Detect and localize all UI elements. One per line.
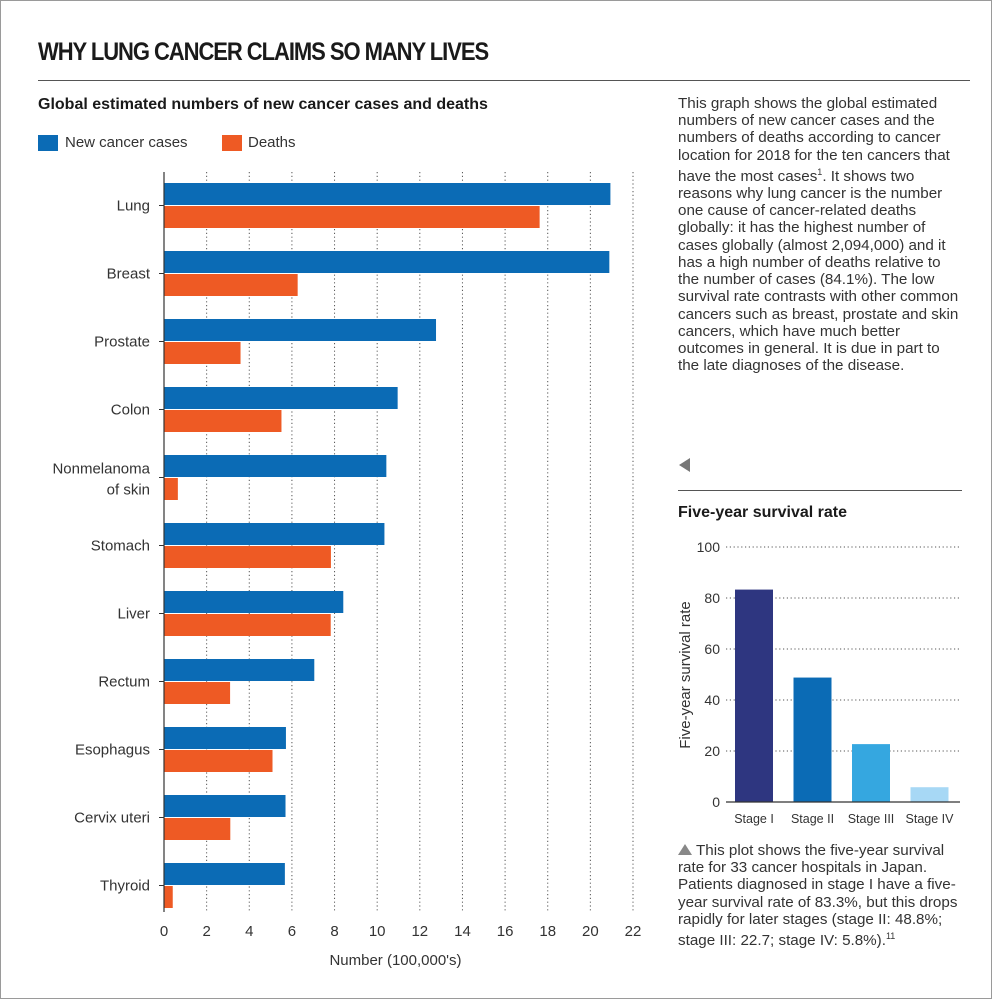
survival-x-tick-label: Stage II [791, 812, 834, 826]
y-tick-label-line: Thyroid [100, 878, 150, 895]
x-tick-label-12: 12 [411, 923, 428, 940]
y-tick-label: Stomach [91, 538, 150, 555]
y-tick-label: Thyroid [100, 878, 150, 895]
y-tick-label: Breast [107, 266, 151, 283]
survival-y-axis-label: Five-year survival rate [677, 601, 694, 749]
x-tick-label-2: 2 [202, 923, 210, 940]
legend-label-new-cases: New cancer cases [65, 134, 188, 151]
bar-cases-liver [164, 591, 344, 613]
survival-bar-stage-ii [793, 677, 832, 802]
bar-deaths-lung [164, 206, 540, 228]
bar-deaths-liver [164, 614, 331, 636]
bar-cases-cervix-uteri [164, 795, 286, 817]
section-divider [678, 490, 962, 491]
survival-chart-title: Five-year survival rate [678, 504, 847, 521]
y-tick-label-line: Lung [117, 198, 150, 215]
bar-deaths-stomach [164, 546, 331, 568]
bar-cases-nonmelanoma-of-skin [164, 455, 387, 477]
x-tick-label-14: 14 [454, 923, 471, 940]
y-tick-label-line: Stomach [91, 538, 150, 555]
main-chart-title: Global estimated numbers of new cancer c… [38, 96, 488, 113]
bar-deaths-rectum [164, 682, 231, 704]
description-text-continued: . It shows two reasons why lung cancer i… [678, 167, 959, 375]
title-divider [38, 80, 970, 81]
y-tick-label: Nonmelanoma of skin [52, 461, 150, 499]
bar-cases-colon [164, 387, 398, 409]
bar-cases-esophagus [164, 727, 286, 749]
survival-x-tick-label: Stage III [848, 812, 895, 826]
bar-deaths-cervix-uteri [164, 818, 231, 840]
bar-deaths-esophagus [164, 750, 273, 772]
bar-cases-lung [164, 183, 611, 205]
pointer-up-icon [678, 844, 692, 855]
page-title: WHY LUNG CANCER CLAIMS SO MANY LIVES [38, 38, 489, 66]
x-tick-label-20: 20 [582, 923, 599, 940]
survival-y-tick-40: 40 [704, 692, 720, 708]
x-tick-label-22: 22 [625, 923, 642, 940]
survival-bar-stage-i [735, 589, 773, 802]
survival-note: This plot shows the five-year survival r… [678, 842, 968, 949]
x-tick-label-4: 4 [245, 923, 253, 940]
y-tick-label: Colon [111, 402, 150, 419]
y-tick-label: Lung [117, 198, 150, 215]
x-tick-label-10: 10 [369, 923, 386, 940]
bar-cases-thyroid [164, 863, 285, 885]
bar-cases-rectum [164, 659, 315, 681]
legend-swatch-deaths [222, 135, 242, 151]
legend-swatch-new-cases [38, 135, 58, 151]
survival-x-tick-label: Stage I [734, 812, 774, 826]
y-tick-label-line: Colon [111, 402, 150, 419]
survival-bar-stage-iv [910, 787, 949, 802]
x-axis-label: Number (100,000's) [329, 952, 461, 969]
description-reference: 1 [817, 166, 823, 177]
bar-cases-breast [164, 251, 610, 273]
legend-label-deaths: Deaths [248, 134, 296, 151]
x-tick-label-18: 18 [539, 923, 556, 940]
bar-deaths-breast [164, 274, 298, 296]
y-tick-label: Liver [117, 606, 150, 623]
y-tick-label-line: Liver [117, 606, 150, 623]
y-tick-label-line: Esophagus [75, 742, 150, 759]
y-tick-label-line: Prostate [94, 334, 150, 351]
chart-description: This graph shows the global estimated nu… [678, 95, 963, 374]
y-tick-label-line: Nonmelanoma [52, 461, 150, 478]
pointer-left-icon [679, 458, 690, 472]
y-tick-label-line: of skin [107, 482, 150, 499]
survival-y-tick-80: 80 [704, 590, 720, 606]
y-tick-label: Cervix uteri [74, 810, 150, 827]
bar-deaths-thyroid [164, 886, 173, 908]
y-tick-label: Prostate [94, 334, 150, 351]
x-tick-label-6: 6 [288, 923, 296, 940]
bar-cases-prostate [164, 319, 437, 341]
x-tick-label-16: 16 [497, 923, 514, 940]
survival-note-reference: 11 [885, 931, 896, 942]
survival-note-text: This plot shows the five-year survival r… [678, 842, 958, 950]
x-tick-label-8: 8 [330, 923, 338, 940]
y-tick-label-line: Rectum [98, 674, 150, 691]
survival-y-tick-20: 20 [704, 743, 720, 759]
survival-bar-stage-iii [852, 744, 890, 802]
y-tick-label-line: Cervix uteri [74, 810, 150, 827]
y-tick-label: Esophagus [75, 742, 150, 759]
survival-y-tick-100: 100 [697, 539, 721, 555]
x-tick-label-0: 0 [160, 923, 168, 940]
survival-x-tick-label: Stage IV [906, 812, 955, 826]
y-tick-label: Rectum [98, 674, 150, 691]
description-text: This graph shows the global estimated nu… [678, 95, 950, 185]
bar-deaths-prostate [164, 342, 241, 364]
bar-deaths-nonmelanoma-of-skin [164, 478, 178, 500]
bar-cases-stomach [164, 523, 385, 545]
survival-y-tick-60: 60 [704, 641, 720, 657]
survival-y-tick-0: 0 [712, 794, 720, 810]
y-tick-label-line: Breast [107, 266, 151, 283]
bar-deaths-colon [164, 410, 282, 432]
